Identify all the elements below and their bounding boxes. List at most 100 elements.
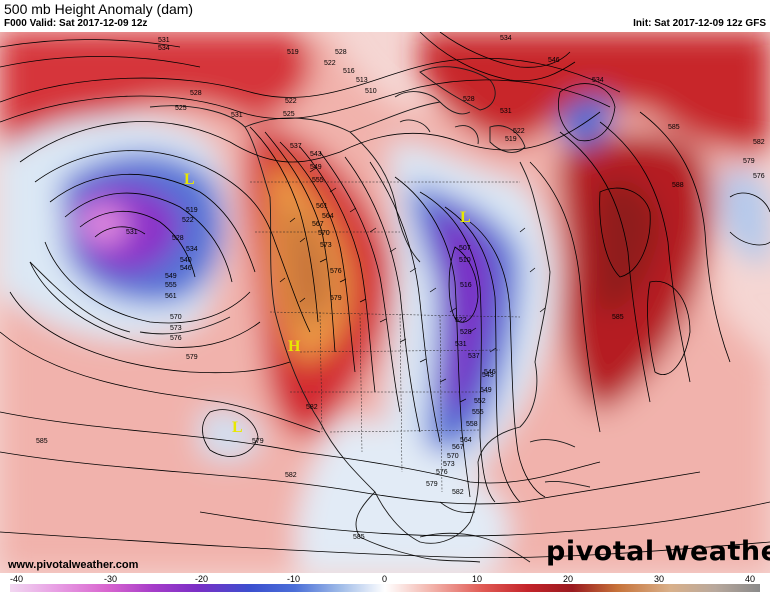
contour-label: 534 <box>500 35 512 42</box>
contour-label: 555 <box>165 282 177 289</box>
contour-label: 585 <box>612 314 624 321</box>
contour-label: 531 <box>126 229 138 236</box>
contour-label: 567 <box>452 444 464 451</box>
low-pressure-marker: L <box>460 209 471 226</box>
contour-label: 579 <box>426 481 438 488</box>
colorbar-tick: 30 <box>654 574 664 584</box>
contour-label: 540 <box>180 257 192 264</box>
contour-label: 579 <box>330 295 342 302</box>
contour-label: 531 <box>500 108 512 115</box>
anomaly-fill <box>0 32 770 573</box>
contour-label: 555 <box>312 177 324 184</box>
colorbar-tick: -30 <box>104 574 117 584</box>
contour-label: 576 <box>170 335 182 342</box>
contour-label: 555 <box>472 409 484 416</box>
contour-label: 576 <box>753 173 765 180</box>
contour-label: 582 <box>753 139 765 146</box>
contour-label: 534 <box>186 246 198 253</box>
contour-label: 570 <box>318 230 330 237</box>
low-pressure-marker: L <box>232 419 243 436</box>
contour-label: 579 <box>186 354 198 361</box>
contour-label: 537 <box>468 353 480 360</box>
contour-label: 579 <box>743 158 755 165</box>
colorbar-canvas: -40 -30 -20 -10 0 10 20 30 40 <box>10 574 760 592</box>
contour-label: 570 <box>170 314 182 321</box>
contour-label: 510 <box>365 88 377 95</box>
colorbar-tick: 20 <box>563 574 573 584</box>
contour-label: 513 <box>356 77 368 84</box>
contour-label: 522 <box>324 60 336 67</box>
contour-label: 561 <box>165 293 177 300</box>
contour-label: 519 <box>287 49 299 56</box>
brand-logo: pivotal weather <box>546 536 770 567</box>
contour-label: 552 <box>474 398 486 405</box>
contour-label: 549 <box>480 387 492 394</box>
chart-title: 500 mb Height Anomaly (dam) <box>4 1 194 17</box>
contour-label: 522 <box>455 317 467 324</box>
contour-label: 528 <box>463 96 475 103</box>
colorbar-gradient <box>10 584 760 592</box>
contour-label: 522 <box>182 217 194 224</box>
contour-label: 543 <box>482 372 494 379</box>
wind-barbs <box>279 167 546 403</box>
contour-label: 510 <box>459 257 471 264</box>
contour-label: 567 <box>312 221 324 228</box>
contour-label: 549 <box>165 273 177 280</box>
colorbar: -40 -30 -20 -10 0 10 20 30 40 <box>10 573 760 595</box>
contour-label: 531 <box>158 37 170 44</box>
low-pressure-marker: L <box>184 171 195 188</box>
contour-label: 564 <box>322 213 334 220</box>
contour-label: 549 <box>310 164 322 171</box>
colorbar-tick: -10 <box>287 574 300 584</box>
contour-label: 522 <box>285 98 297 105</box>
contour-label: 576 <box>330 268 342 275</box>
contour-label: 582 <box>306 404 318 411</box>
contour-label: 543 <box>310 151 322 158</box>
map-canvas: 531 534 519 528 516 522 513 510 534 528 … <box>0 32 770 573</box>
contour-label: 528 <box>335 49 347 56</box>
contour-label: 537 <box>290 143 302 150</box>
contour-label: 507 <box>459 245 471 252</box>
contour-label: 534 <box>158 45 170 52</box>
contour-label: 516 <box>460 282 472 289</box>
website-credit: www.pivotalweather.com <box>8 559 139 571</box>
contour-label: 531 <box>455 341 467 348</box>
contour-label: 528 <box>460 329 472 336</box>
init-time: Init: Sat 2017-12-09 12z GFS <box>633 18 766 29</box>
contour-label: 588 <box>672 182 684 189</box>
chart-header: 500 mb Height Anomaly (dam) F000 Valid: … <box>0 0 770 32</box>
contour-label: 546 <box>548 57 560 64</box>
colorbar-tick: -40 <box>10 574 23 584</box>
contour-label: 531 <box>231 112 243 119</box>
valid-time: F000 Valid: Sat 2017-12-09 12z <box>4 18 148 29</box>
contour-label: 585 <box>668 124 680 131</box>
colorbar-tick: 10 <box>472 574 482 584</box>
high-pressure-marker: H <box>288 338 301 355</box>
contour-label: 546 <box>180 265 192 272</box>
contour-label: 546 <box>484 369 496 376</box>
contour-label: 585 <box>353 534 365 541</box>
height-contours <box>0 32 770 559</box>
contour-label: 585 <box>36 438 48 445</box>
contour-label: 534 <box>592 77 604 84</box>
political-borders <box>250 181 521 493</box>
contour-label: 561 <box>316 203 328 210</box>
contour-label: 528 <box>190 90 202 97</box>
contour-label: 570 <box>447 453 459 460</box>
colorbar-tick: 0 <box>382 574 387 584</box>
contour-label: 558 <box>466 421 478 428</box>
contour-label: 573 <box>170 325 182 332</box>
anomaly-map: 531 534 519 528 516 522 513 510 534 528 … <box>0 32 770 573</box>
contour-label: 579 <box>252 438 264 445</box>
contour-label: 576 <box>436 469 448 476</box>
colorbar-tick: -20 <box>195 574 208 584</box>
colorbar-tick: 40 <box>745 574 755 584</box>
contour-label: 573 <box>320 242 332 249</box>
contour-labels: 531 534 519 528 516 522 513 510 534 528 … <box>36 35 765 541</box>
pressure-centers: L L H L <box>184 171 471 436</box>
contour-label: 582 <box>285 472 297 479</box>
contour-label: 528 <box>172 235 184 242</box>
contour-label: 582 <box>452 489 464 496</box>
contour-label: 525 <box>175 105 187 112</box>
contour-label: 573 <box>443 461 455 468</box>
